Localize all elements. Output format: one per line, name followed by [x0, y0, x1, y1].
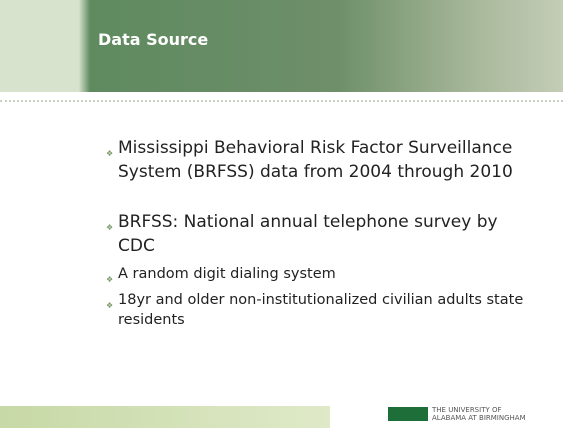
logo: THE UNIVERSITY OF ALABAMA AT BIRMINGHAM: [388, 406, 526, 422]
divider: [0, 100, 563, 102]
logo-text: THE UNIVERSITY OF: [432, 406, 502, 414]
sub-bullet: 18yr and older non-institutionalized civ…: [106, 290, 538, 330]
sub-bullet: A random digit dialing system: [106, 264, 538, 290]
bullet: Mississippi Behavioral Risk Factor Surve…: [106, 136, 538, 184]
bullet: BRFSS: National annual telephone survey …: [106, 210, 538, 258]
logo-mark: [388, 407, 428, 421]
footer-band: [0, 406, 330, 428]
logo-text: ALABAMA AT BIRMINGHAM: [432, 414, 526, 422]
header-band: [0, 0, 563, 92]
content: Mississippi Behavioral Risk Factor Surve…: [106, 136, 538, 330]
slide-title: Data Source: [98, 30, 209, 49]
header-strip: [0, 0, 78, 92]
